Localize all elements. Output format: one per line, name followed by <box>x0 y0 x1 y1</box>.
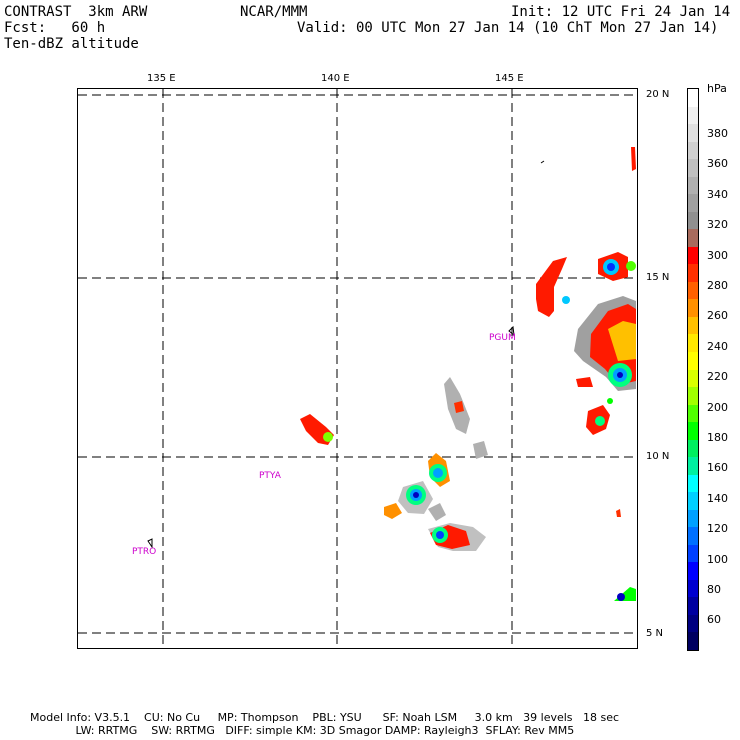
lon-label-135: 135 E <box>147 73 176 84</box>
organization: NCAR/MMM <box>240 4 308 20</box>
echo-small-8p5n <box>616 509 621 517</box>
colorbar-segment <box>688 492 698 511</box>
model-info-line1: Model Info: V3.5.1 CU: No Cu MP: Thompso… <box>30 711 620 724</box>
colorbar-tick-label: 180 <box>707 431 728 444</box>
map-canvas <box>78 89 637 648</box>
echo-9n-east <box>428 503 446 521</box>
valid-time: Valid: 00 UTC Mon 27 Jan 14 (10 ChT Mon … <box>297 20 719 36</box>
colorbar-tick-label: 280 <box>707 279 728 292</box>
echo-core-east-inner <box>617 372 623 378</box>
palau-outline <box>147 538 153 549</box>
echo-8n-inner <box>436 531 444 539</box>
colorbar-unit: hPa <box>707 82 727 95</box>
lat-label-20: 20 N <box>646 89 670 100</box>
echo-9p5n-mid <box>433 468 443 478</box>
colorbar-tick-label: 240 <box>707 339 728 353</box>
colorbar-segment <box>688 579 698 598</box>
guam-outline <box>508 325 515 337</box>
colorbar-segment <box>688 544 698 563</box>
echo-6n <box>614 587 636 601</box>
colorbar-segment <box>688 106 698 125</box>
colorbar-segment <box>688 124 698 143</box>
colorbar-tick-label: 220 <box>707 370 728 384</box>
island-outlines <box>147 160 545 549</box>
field-name: Ten-dBZ altitude <box>4 36 139 52</box>
island-north <box>540 160 545 164</box>
echo-gray-band-core <box>454 401 464 413</box>
lon-label-145: 145 E <box>495 73 524 84</box>
colorbar-segment <box>688 264 698 283</box>
colorbar-tick-label: 320 <box>707 218 728 232</box>
forecast-hour: Fcst: 60 h <box>4 20 106 36</box>
echo-small-15n <box>626 261 636 271</box>
colorbar-tick-label: 160 <box>707 461 728 475</box>
colorbar-segment <box>688 176 698 195</box>
colorbar-tick-label: 80 <box>707 583 721 596</box>
model-title: CONTRAST 3km ARW <box>4 4 148 20</box>
colorbar <box>687 88 699 651</box>
colorbar-segment <box>688 351 698 370</box>
colorbar-segment <box>688 422 698 441</box>
colorbar-segment <box>688 299 698 318</box>
colorbar-segment <box>688 474 698 493</box>
colorbar-segment <box>688 229 698 248</box>
echo-north-edge <box>631 147 636 171</box>
colorbar-segment <box>688 316 698 335</box>
colorbar-segment <box>688 404 698 423</box>
colorbar-tick-label: 300 <box>707 248 728 262</box>
echo-6n-core <box>617 593 625 601</box>
echo-gray-small <box>473 441 488 459</box>
graticule <box>78 89 637 648</box>
colorbar-tick-label: 200 <box>707 400 728 414</box>
echo-core-15n-inner <box>607 263 615 271</box>
echo-tiny-14n <box>562 296 570 304</box>
echo-west-core <box>323 432 333 442</box>
colorbar-tick-label: 120 <box>707 522 728 536</box>
colorbar-segment <box>688 509 698 528</box>
init-time: Init: 12 UTC Fri 24 Jan 14 <box>511 4 731 20</box>
colorbar-segment <box>688 369 698 388</box>
station-ptro: PTRO <box>132 547 157 557</box>
colorbar-tick-label: 260 <box>707 309 728 323</box>
colorbar-segment <box>688 194 698 213</box>
echo-9n-inner <box>413 492 419 498</box>
colorbar-tick-label: 340 <box>707 187 728 201</box>
lat-label-15: 15 N <box>646 272 670 283</box>
station-pgum: PGUM <box>489 333 516 343</box>
echo-11n-east-small <box>607 398 613 404</box>
echo-areas <box>300 147 636 601</box>
echo-small-east <box>576 377 593 387</box>
colorbar-segment <box>688 597 698 616</box>
colorbar-segment <box>688 281 698 300</box>
map-panel[interactable] <box>77 88 638 649</box>
lat-label-10: 10 N <box>646 451 670 462</box>
model-info: Model Info: V3.5.1 CU: No Cu MP: Thompso… <box>30 711 619 737</box>
colorbar-segment <box>688 334 698 353</box>
colorbar-tick-label: 140 <box>707 491 728 505</box>
colorbar-segment <box>688 246 698 265</box>
lat-label-5: 5 N <box>646 628 664 639</box>
colorbar-segment <box>688 159 698 178</box>
echo-yellow-complex <box>608 321 636 361</box>
colorbar-segment <box>688 141 698 160</box>
echo-band-15n <box>536 257 567 317</box>
colorbar-segment <box>688 89 698 107</box>
lon-label-140: 140 E <box>321 73 350 84</box>
model-info-line2: LW: RRTMG SW: RRTMG DIFF: simple KM: 3D … <box>30 724 575 737</box>
colorbar-tick-label: 380 <box>707 127 728 140</box>
colorbar-segment <box>688 527 698 546</box>
colorbar-segment <box>688 457 698 476</box>
colorbar-segment <box>688 387 698 406</box>
colorbar-segment <box>688 562 698 581</box>
echo-9n-west <box>384 503 402 519</box>
colorbar-tick-label: 60 <box>707 613 721 627</box>
colorbar-segment <box>688 614 698 633</box>
echo-11n-east-core <box>595 416 605 426</box>
station-ptya: PTYA <box>259 471 281 481</box>
colorbar-tick-label: 100 <box>707 552 728 566</box>
colorbar-tick-label: 360 <box>707 157 728 171</box>
colorbar-segment <box>688 211 698 230</box>
colorbar-segment <box>688 439 698 458</box>
colorbar-segment <box>688 632 698 651</box>
